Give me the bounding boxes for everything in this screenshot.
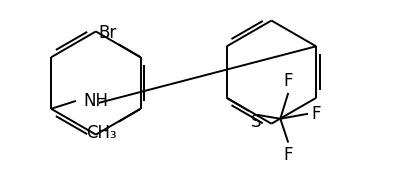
Text: Br: Br <box>99 24 117 42</box>
Text: F: F <box>284 146 293 163</box>
Text: S: S <box>251 113 261 131</box>
Text: CH₃: CH₃ <box>86 124 117 142</box>
Text: F: F <box>284 72 293 90</box>
Text: NH: NH <box>83 92 108 110</box>
Text: F: F <box>311 105 320 123</box>
